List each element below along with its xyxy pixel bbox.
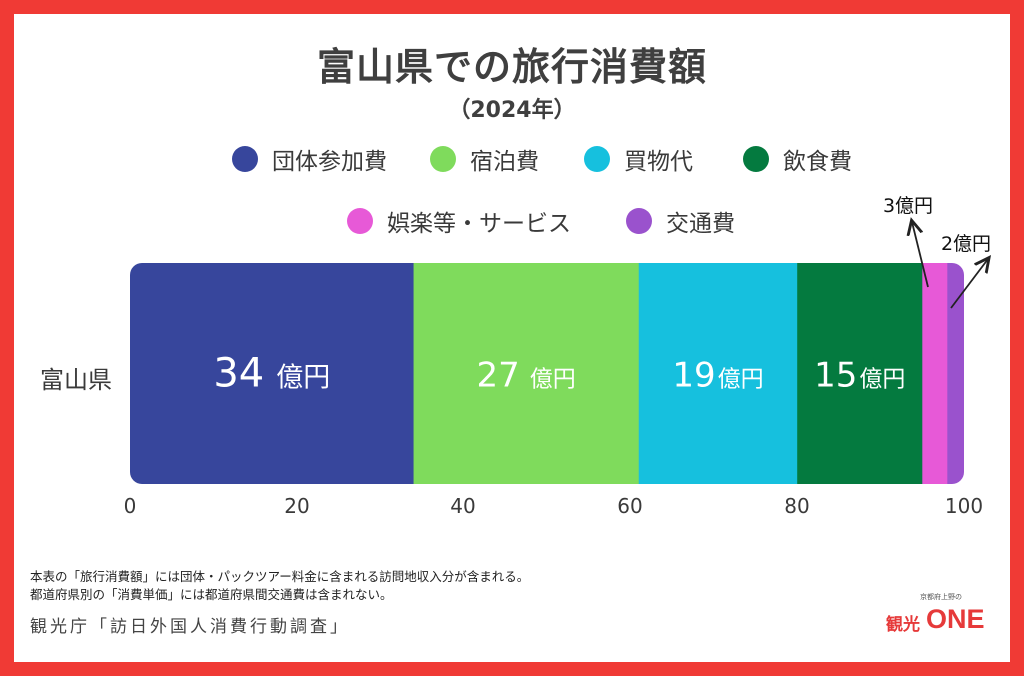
x-tick-label: 60 <box>617 494 643 518</box>
legend-label: 宿泊費 <box>470 149 539 175</box>
bar-value-label: 15億円 <box>814 356 905 396</box>
legend-label: 娯楽等・サービス <box>387 211 571 237</box>
logo-tagline: 京都府上野の <box>920 593 962 601</box>
callout-label: 2億円 <box>941 233 991 255</box>
x-tick-label: 80 <box>784 494 810 518</box>
bar-segment <box>922 263 948 484</box>
bar-segment <box>130 263 415 484</box>
legend-swatch <box>743 146 769 172</box>
chart-subtitle: （2024年） <box>448 98 576 123</box>
legend-swatch <box>232 146 258 172</box>
legend-item-food: 飲食費 <box>743 142 852 176</box>
logo-text-one: ONE <box>926 604 985 634</box>
legend-swatch <box>347 208 373 234</box>
brand-logo: 京都府上野の 観光 ONE <box>880 590 1000 640</box>
source-credit: 観光庁「訪日外国人消費行動調査」 <box>30 617 350 637</box>
callout-arrow <box>912 222 929 288</box>
x-tick-label: 0 <box>123 494 137 518</box>
legend-label: 団体参加費 <box>272 149 387 175</box>
chart-title: 富山県での旅行消費額 <box>316 45 707 89</box>
legend-item-group-fee: 団体参加費 <box>232 142 387 176</box>
bar-segment <box>413 263 640 484</box>
x-tick-label: 40 <box>450 494 476 518</box>
legend-item-entertainment: 娯楽等・サービス <box>347 204 571 238</box>
legend-swatch <box>626 208 652 234</box>
legend-label: 買物代 <box>624 149 693 175</box>
logo-text-kanko: 観光 <box>886 615 920 635</box>
footnote: 本表の「旅行消費額」には団体・パックツアー料金に含まれる訪問地収入分が含まれる。 <box>30 569 530 584</box>
bar-value-label: 27 億円 <box>477 356 576 396</box>
x-tick-label: 100 <box>944 494 984 518</box>
legend-label: 飲食費 <box>783 149 852 175</box>
legend-item-transport: 交通費 <box>626 204 735 238</box>
x-tick-label: 20 <box>284 494 310 518</box>
bar-value-label: 19億円 <box>672 356 763 396</box>
callout-label: 3億円 <box>883 195 933 217</box>
bar-segment <box>638 263 798 484</box>
bar-segment <box>797 263 923 484</box>
category-label: 富山県 <box>40 366 112 394</box>
callout-arrow <box>950 259 988 309</box>
legend-item-lodging: 宿泊費 <box>430 142 539 176</box>
legend-swatch <box>584 146 610 172</box>
legend-swatch <box>430 146 456 172</box>
legend-item-shopping: 買物代 <box>584 142 693 176</box>
legend-label: 交通費 <box>666 211 735 237</box>
bar-segment <box>947 263 964 484</box>
bar-value-label: 34 億円 <box>213 351 330 397</box>
footnote: 都道府県別の「消費単価」には都道府県間交通費は含まれない。 <box>30 587 393 602</box>
